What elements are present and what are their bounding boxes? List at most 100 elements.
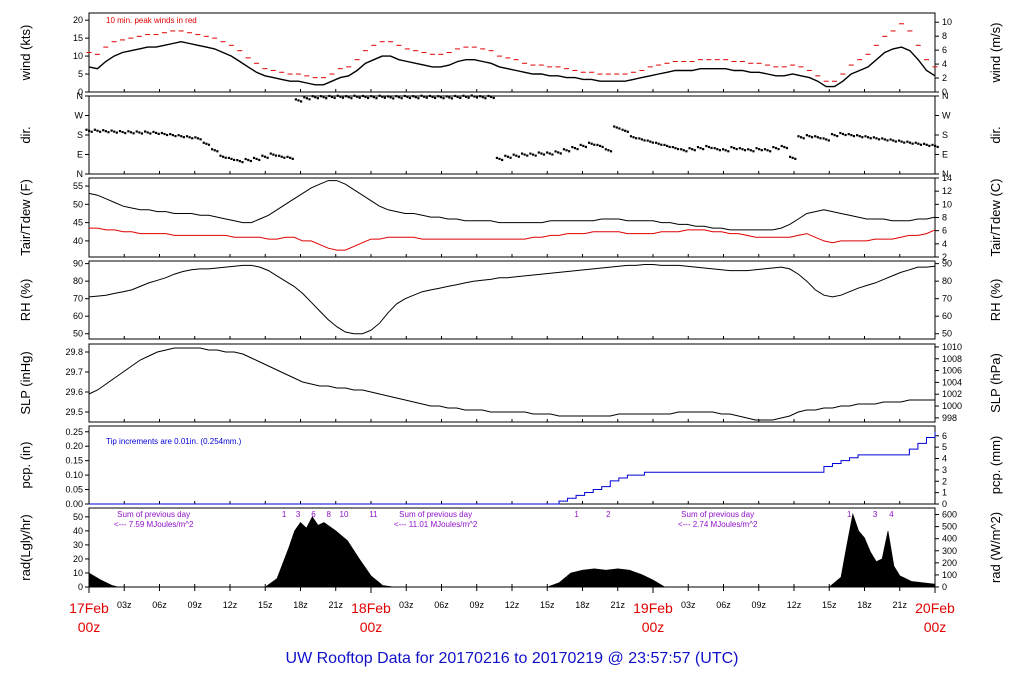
dir-point [621,128,624,131]
x-hour-label: 09z [751,600,766,610]
dir-point [138,131,141,134]
dir-point [613,125,616,128]
dir-point [654,141,658,144]
temp-ytick-right-label: 12 [942,186,952,196]
dir-point [638,137,641,140]
dir-point [146,131,149,134]
rad-day-note: <--- 2.74 MJoules/m^2 [678,520,758,529]
dir-point [858,135,861,138]
dir-point [504,154,507,157]
slp-ytick-label: 29.6 [65,387,83,397]
dir-point [582,144,585,148]
dir-point [774,147,778,150]
pcp-ytick-right-label: 5 [942,442,947,452]
x-hour-label: 21z [892,600,907,610]
dir-point [607,149,610,152]
dir-point [674,147,677,150]
dir-point [699,147,702,150]
dir-point [833,134,836,137]
dir-point [777,148,780,151]
dir-point [735,148,738,151]
dir-point [308,98,311,101]
dir-point [534,154,537,157]
rad-ytick-right-label: 400 [942,534,957,544]
rad-peak-label: 1 [282,510,287,519]
dir-point [881,137,884,140]
dir-point [601,145,604,149]
dir-point [274,154,278,157]
dir-point [850,134,853,137]
dir-point [892,139,895,142]
rad-peak-label: 1 [847,510,852,519]
dir-point [470,94,473,97]
wind-ytick-label: 5 [78,69,83,79]
dir-point [515,154,518,157]
x-hour-label: 15z [822,600,837,610]
dir-point [557,151,560,154]
dir-point [481,96,484,99]
dir-point [841,132,845,136]
slp-ytick-right-label: 1004 [942,377,962,387]
dir-point [523,153,526,156]
rad-ytick-right-label: 0 [942,582,947,592]
dir-point [856,134,859,137]
wind-ytick-label: 10 [73,51,83,61]
dir-point [462,94,465,97]
pcp-ytick-right-label: 3 [942,465,947,475]
pcp-panel: 0.00 0.05 0.10 0.15 0.20 0.25 01 234 56 pcp. (in)… [18,425,1003,509]
dir-point [442,97,445,100]
pcp-ytick-label: 0.15 [65,456,83,466]
dir-point [177,134,180,137]
dir-point [780,144,783,148]
dir-point [487,94,490,98]
wind-frame [88,12,936,93]
dir-point [615,126,618,129]
dir-point [643,139,646,142]
dir-point [626,130,629,133]
dir-point [721,148,725,151]
dir-point [263,155,267,158]
rh-ytick-right-label: 50 [942,329,952,339]
dir-point [467,96,470,99]
dir-point [448,96,451,99]
dir-point [98,130,102,133]
rad-ytick-label: 30 [73,540,83,550]
dir-point [629,135,633,138]
dir-point [702,148,705,151]
rh-panel: 50 60 70 80 90 50 60 70 80 90 RH (%) RH (%) [18,259,1003,340]
dir-point [241,161,244,164]
dir-point [923,142,926,145]
slp-series-line [88,347,935,421]
pcp-ytick-right-label: 6 [942,431,947,441]
rad-ytick-right-label: 500 [942,522,957,532]
temp-ytick-right-label: 2 [942,252,947,262]
dir-point [266,156,269,159]
dir-point [579,143,582,147]
wind-ytick-right-label: 2 [942,73,947,83]
dir-point [928,144,931,147]
rad-peak-label: 11 [369,510,378,519]
wind-ytick-right-label: 4 [942,59,947,69]
dir-point [339,95,342,98]
dir-point [439,96,443,99]
dir-point [498,157,501,161]
dir-point [140,132,144,135]
dir-point [283,156,286,159]
dir-point [191,137,194,140]
dir-point [632,136,635,139]
dir-point [897,139,901,142]
dir-ytick-right-label: S [942,130,948,140]
rad-ytick-label: 50 [73,512,83,522]
x-hour-label: 06z [152,600,167,610]
dir-point [886,139,889,142]
dir-point [799,136,803,139]
dir-point [165,133,169,137]
dir-point [202,141,205,144]
dir-point [624,129,627,132]
dir-point [294,98,298,101]
dir-point [635,137,638,140]
dir-point [584,145,587,149]
dir-point [680,148,683,151]
dir-point [696,146,700,149]
dir-point [188,136,191,139]
